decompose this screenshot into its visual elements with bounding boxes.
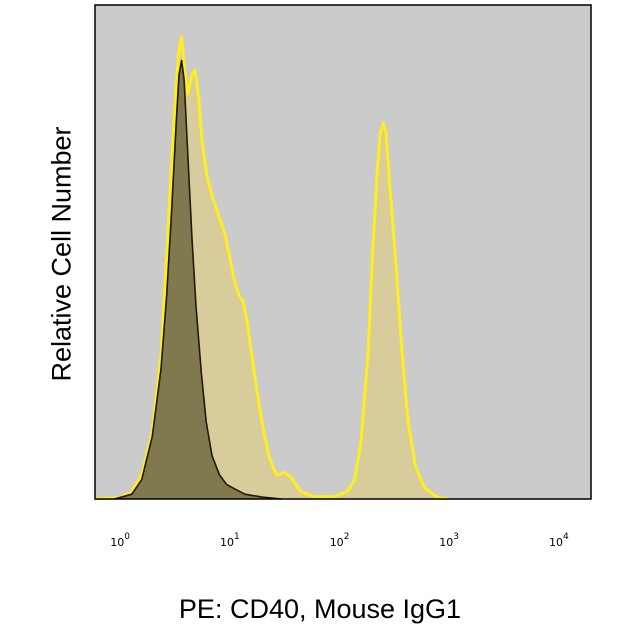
svg-text:10: 10 xyxy=(330,536,344,549)
x-tick-label-1: 10 1 xyxy=(220,532,240,549)
svg-text:4: 4 xyxy=(563,532,569,542)
svg-text:3: 3 xyxy=(453,532,459,542)
svg-text:10: 10 xyxy=(110,536,124,549)
x-tick-label-0: 10 0 xyxy=(110,532,130,549)
plot-frame xyxy=(94,4,592,500)
svg-text:0: 0 xyxy=(124,532,130,542)
x-axis-label: PE: CD40, Mouse IgG1 xyxy=(178,594,462,624)
svg-text:10: 10 xyxy=(439,536,453,549)
svg-text:10: 10 xyxy=(549,536,563,549)
histogram-line-2 xyxy=(114,59,282,500)
x-tick-label-4: 10 4 xyxy=(549,532,569,549)
svg-text:10: 10 xyxy=(220,536,234,549)
x-tick-label-3: 10 3 xyxy=(439,532,459,549)
x-tick-labels: 10 0 10 1 10 2 10 3 10 4 xyxy=(110,532,569,549)
x-tick-label-2: 10 2 xyxy=(330,532,350,549)
histogram-fill-2 xyxy=(114,60,282,500)
histogram-line-1 xyxy=(94,34,449,501)
svg-text:1: 1 xyxy=(234,532,240,542)
svg-text:2: 2 xyxy=(344,532,350,542)
series-layer xyxy=(94,34,449,501)
y-axis-label: Relative Cell Number xyxy=(46,126,77,382)
